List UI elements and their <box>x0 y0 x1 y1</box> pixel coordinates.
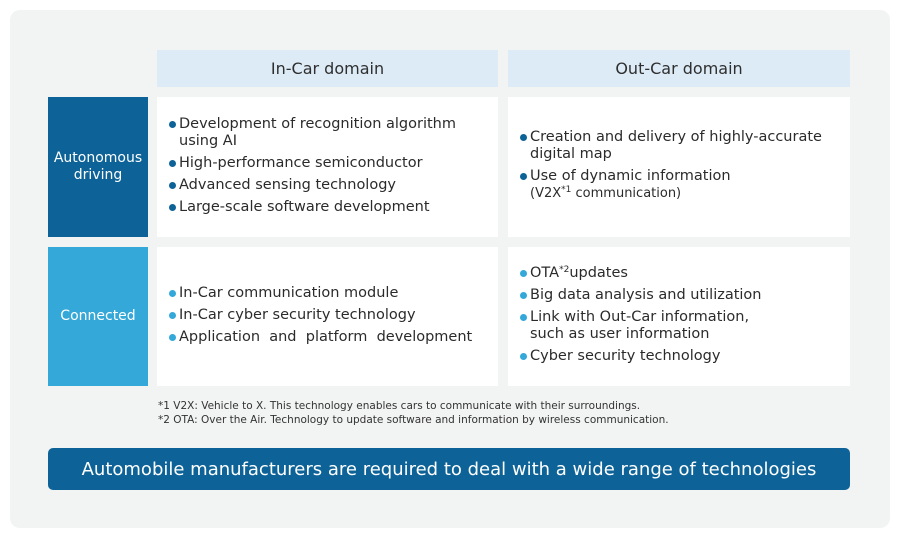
list-item: Creation and delivery of highly-accurate… <box>520 129 840 163</box>
row-header-connected: Connected <box>48 247 148 386</box>
cell-autonomous-outcar: Creation and delivery of highly-accurate… <box>508 97 850 237</box>
bullet-dot-icon <box>520 134 527 141</box>
list-item: Development of recognition algorithm usin… <box>169 116 488 150</box>
bullet-dot-icon <box>520 173 527 180</box>
bullet-list: Development of recognition algorithm usin… <box>169 114 488 221</box>
footnote-2: *2 OTA: Over the Air. Technology to upda… <box>158 414 669 426</box>
bullet-dot-icon <box>169 203 176 211</box>
list-item: Cyber security technology <box>520 348 840 365</box>
row-header-autonomous: Autonomous driving <box>48 97 148 237</box>
list-item: Application and platform development <box>169 329 488 346</box>
cell-connected-incar: In-Car communication module In-Car cyber… <box>157 247 498 386</box>
footnotes: *1 V2X: Vehicle to X. This technology en… <box>158 399 669 427</box>
bullet-dot-icon <box>169 181 176 189</box>
cell-connected-outcar: OTA*2updates Big data analysis and utili… <box>508 247 850 386</box>
bullet-dot-icon <box>169 333 176 341</box>
bullet-list: In-Car communication module In-Car cyber… <box>169 283 488 351</box>
column-header-outcar: Out-Car domain <box>508 50 850 87</box>
bullet-dot-icon <box>520 270 527 277</box>
bullet-list: Creation and delivery of highly-accurate… <box>520 127 840 207</box>
list-item: Use of dynamic information (V2X*1 communi… <box>520 168 840 202</box>
bullet-dot-icon <box>520 292 527 299</box>
list-item: Advanced sensing technology <box>169 177 488 194</box>
list-item: Link with Out-Car information, such as us… <box>520 309 840 343</box>
summary-banner: Automobile manufacturers are required to… <box>48 448 850 490</box>
bullet-dot-icon <box>169 120 176 128</box>
list-item: Large-scale software development <box>169 199 488 216</box>
cell-autonomous-incar: Development of recognition algorithm usin… <box>157 97 498 237</box>
list-item: In-Car communication module <box>169 285 488 302</box>
footnote-1: *1 V2X: Vehicle to X. This technology en… <box>158 400 641 412</box>
list-item: High-performance semiconductor <box>169 155 488 172</box>
list-item: Big data analysis and utilization <box>520 287 840 304</box>
column-header-incar: In-Car domain <box>157 50 498 87</box>
bullet-dot-icon <box>520 353 527 360</box>
row-header-autonomous-line2: driving <box>73 167 123 183</box>
bullet-dot-icon <box>169 159 176 167</box>
row-header-autonomous-line1: Autonomous <box>53 150 143 166</box>
bullet-dot-icon <box>169 289 176 297</box>
bullet-list: OTA*2updates Big data analysis and utili… <box>520 263 840 370</box>
list-item: OTA*2updates <box>520 265 840 282</box>
bullet-dot-icon <box>169 311 176 319</box>
list-item: In-Car cyber security technology <box>169 307 488 324</box>
bullet-dot-icon <box>520 314 527 321</box>
